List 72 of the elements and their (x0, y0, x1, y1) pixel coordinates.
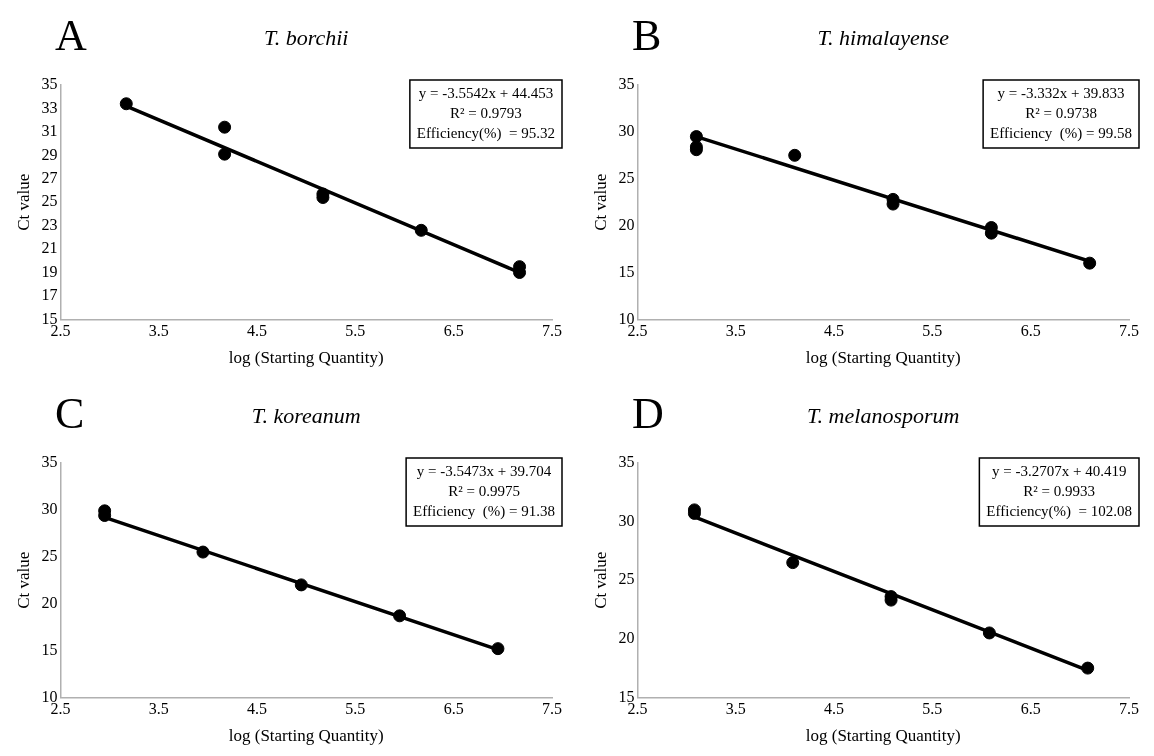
y-tick-label: 30 (618, 511, 635, 529)
x-tick-label: 3.5 (148, 322, 169, 340)
text: A (55, 11, 87, 60)
text: D (632, 389, 664, 438)
x-tick-label: 4.5 (824, 322, 845, 340)
x-tick-label: 7.5 (542, 700, 562, 718)
x-tick-label: 3.5 (725, 322, 746, 340)
chart-title: T. himalayense (817, 25, 950, 50)
annotation: R² = 0.9793 (450, 104, 522, 121)
y-axis-title: Ct value (13, 551, 33, 609)
x-tick-label: 6.5 (443, 700, 464, 718)
y-tick-label: 33 (41, 98, 58, 116)
y-tick-label: 30 (618, 122, 635, 140)
annotation: y = -3.5473x + 39.704 (416, 462, 552, 479)
y-tick-label: 23 (41, 215, 58, 233)
y-tick-label: 35 (41, 453, 58, 471)
y-tick-label: 35 (618, 75, 635, 93)
x-tick-label: 6.5 (1020, 700, 1041, 718)
x-axis-title: log (Starting Quantity) (228, 348, 384, 368)
y-tick-label: 25 (41, 192, 58, 210)
x-tick-label: 4.5 (824, 700, 845, 718)
text: C (55, 389, 85, 438)
text: B (632, 11, 662, 60)
y-tick-label: 35 (41, 75, 58, 93)
y-tick-label: 15 (41, 640, 58, 658)
y-tick-label: 20 (41, 593, 58, 611)
annotation: y = -3.332x + 39.833 (997, 84, 1125, 101)
x-tick-label: 7.5 (542, 322, 562, 340)
y-tick-label: 25 (41, 546, 58, 564)
y-tick-label: 15 (618, 262, 635, 280)
chart-title: T. borchii (264, 25, 349, 50)
y-axis-title: Ct value (13, 173, 33, 231)
x-tick-label: 4.5 (247, 700, 268, 718)
x-tick-label: 7.5 (1119, 322, 1139, 340)
x-axis-title: log (Starting Quantity) (228, 726, 384, 746)
x-axis-title: log (Starting Quantity) (805, 348, 961, 368)
x-axis-title: log (Starting Quantity) (805, 726, 961, 746)
y-tick-label: 19 (41, 262, 58, 280)
annotation: Efficiency(%) = 95.32 (416, 124, 555, 142)
x-tick-label: 5.5 (345, 322, 366, 340)
annotation: y = -3.5542x + 44.453 (418, 84, 554, 101)
x-tick-label: 5.5 (922, 322, 943, 340)
y-tick-label: 25 (618, 570, 635, 588)
y-axis-title: Ct value (590, 551, 610, 609)
y-tick-label: 20 (618, 629, 635, 646)
x-tick-label: 3.5 (725, 700, 746, 718)
x-tick-label: 4.5 (247, 322, 268, 340)
x-tick-label: 5.5 (345, 700, 366, 718)
annotation: R² = 0.9933 (1023, 482, 1096, 499)
annotation: y = -3.2707x + 40.419 (991, 462, 1127, 479)
annotation: Efficiency (%) = 91.38 (413, 502, 555, 520)
x-tick-label: 6.5 (1020, 322, 1041, 340)
annotation: R² = 0.9738 (1025, 104, 1097, 121)
y-tick-label: 35 (618, 453, 635, 471)
y-tick-label: 30 (41, 500, 58, 518)
chart-title: T. koreanum (251, 403, 361, 428)
x-tick-label: 3.5 (148, 700, 169, 718)
x-tick-label: 7.5 (1119, 700, 1139, 718)
y-tick-label: 31 (41, 122, 58, 140)
y-tick-label: 21 (41, 239, 58, 257)
y-tick-label: 29 (41, 145, 58, 163)
x-tick-label: 6.5 (443, 322, 464, 340)
y-tick-label: 20 (618, 215, 635, 233)
chart-title: T. melanosporum (807, 403, 960, 428)
y-axis-title: Ct value (590, 173, 610, 231)
y-tick-label: 25 (618, 168, 635, 186)
y-tick-label: 17 (41, 286, 58, 304)
annotation: Efficiency (%) = 99.58 (990, 124, 1132, 142)
annotation: Efficiency(%) = 102.08 (986, 502, 1132, 520)
x-tick-label: 5.5 (922, 700, 943, 718)
annotation: R² = 0.9975 (448, 482, 520, 499)
y-tick-label: 27 (41, 168, 58, 186)
